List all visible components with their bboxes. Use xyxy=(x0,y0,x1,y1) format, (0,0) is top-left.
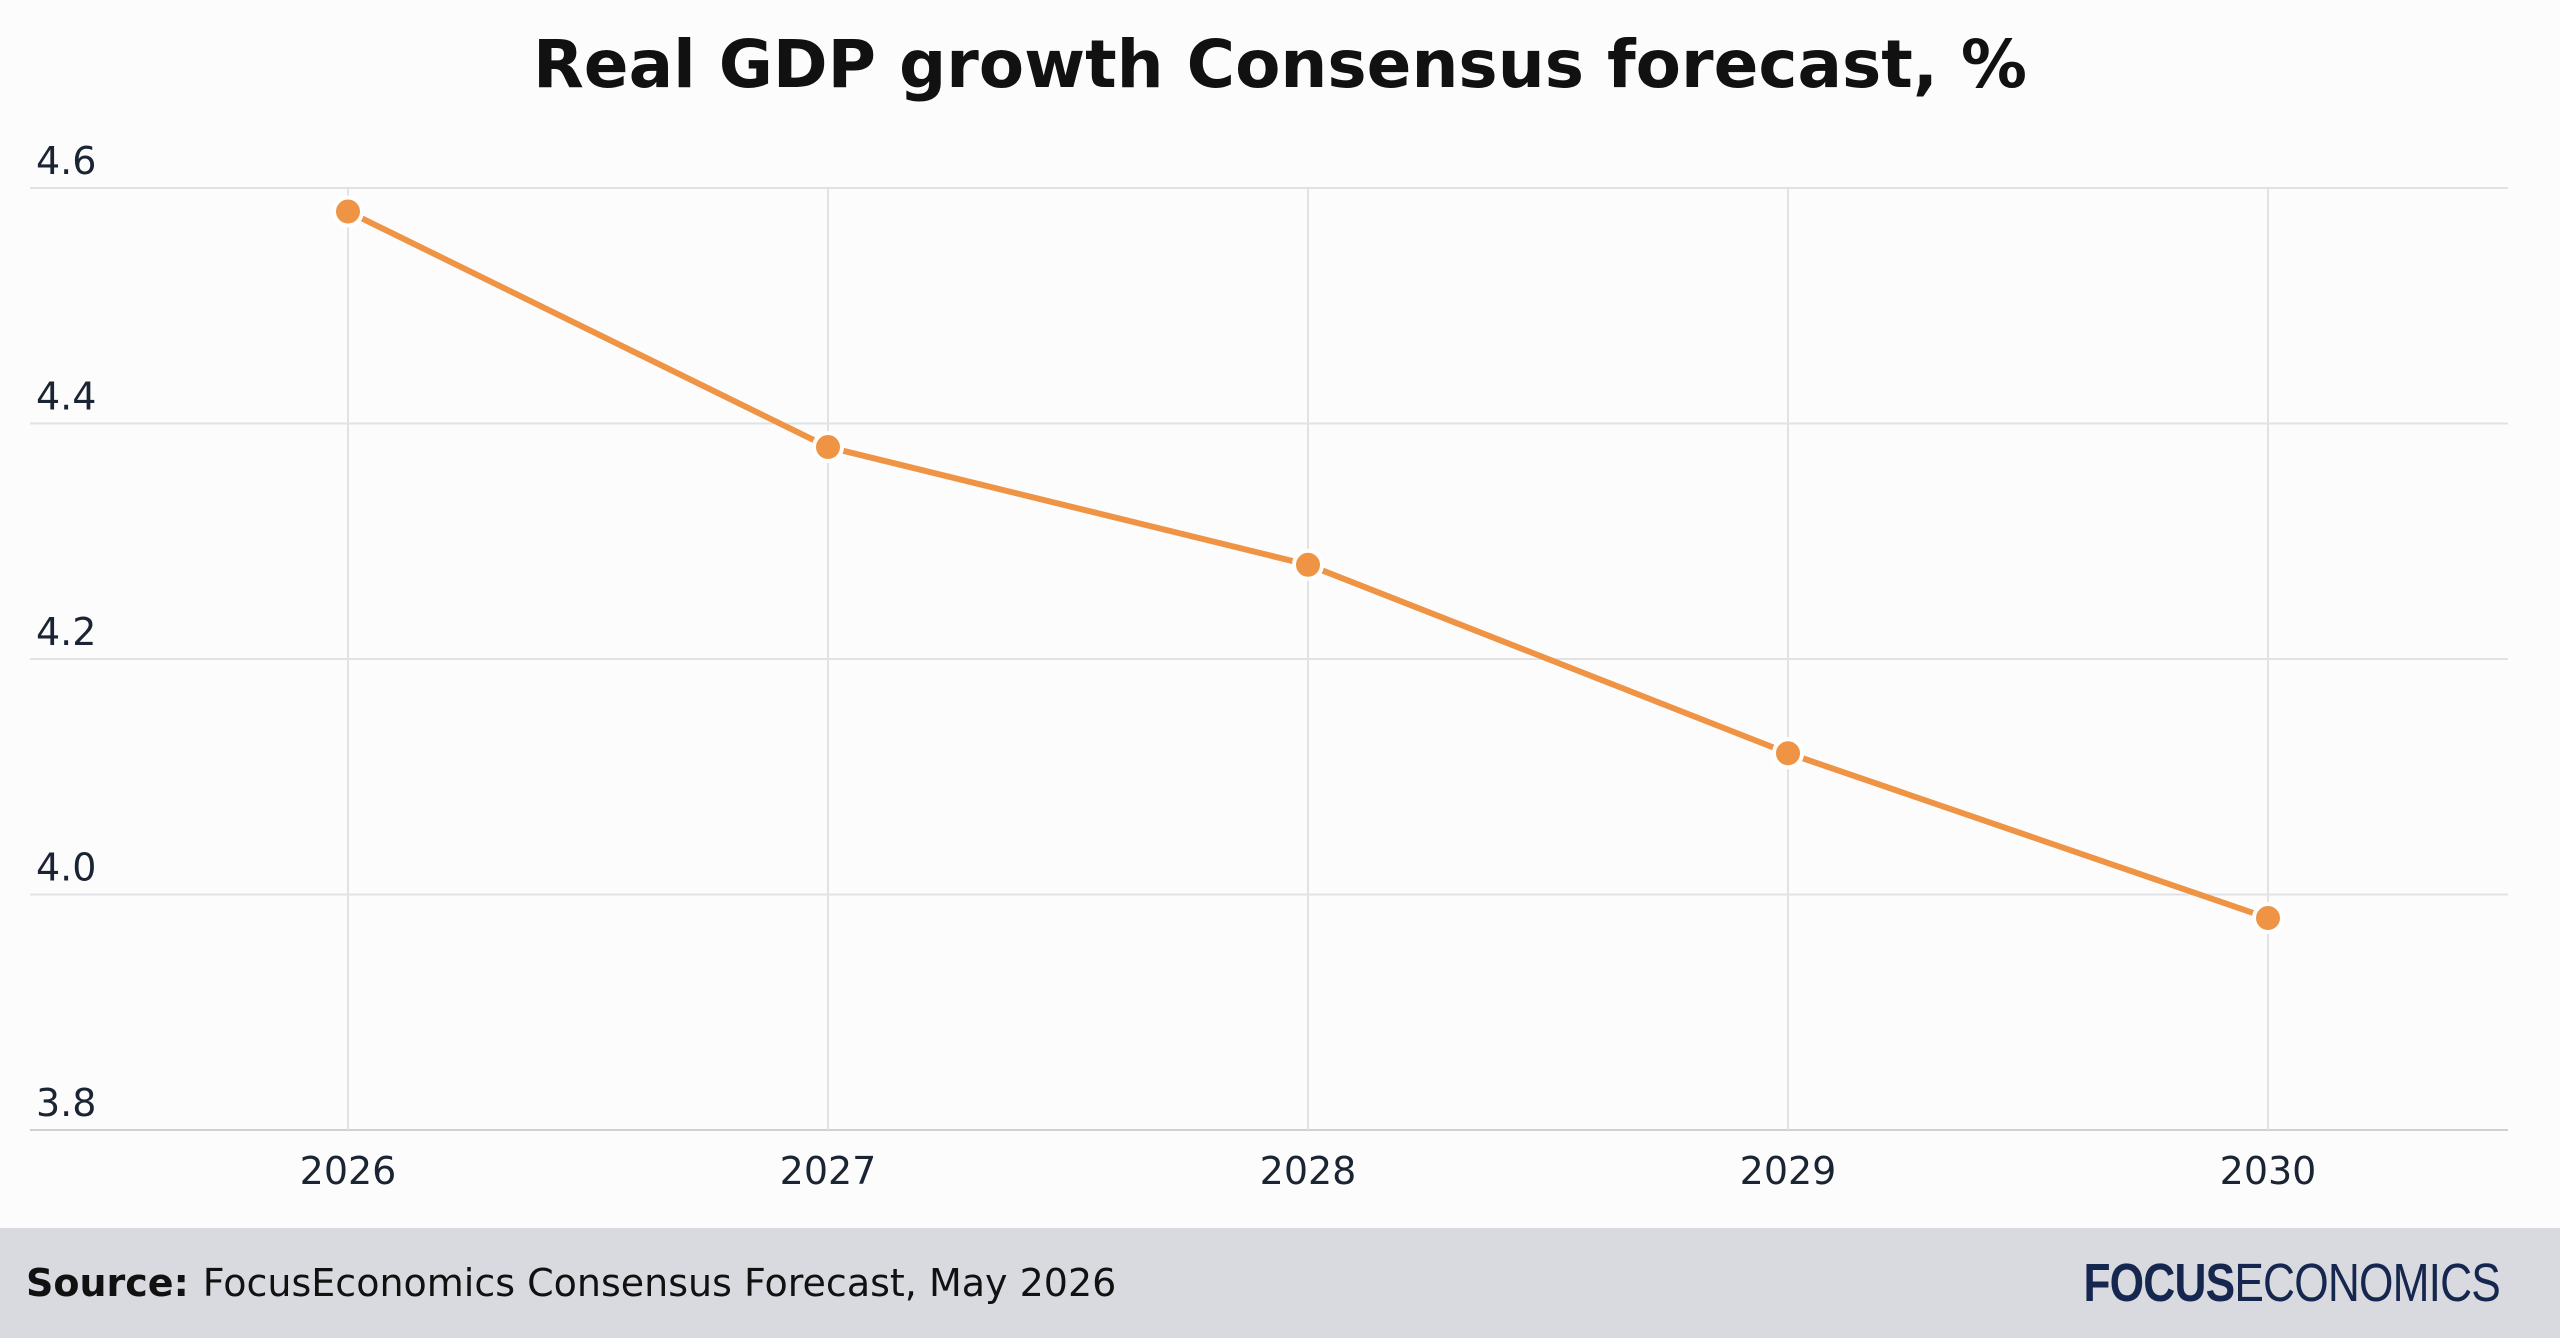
chart-area: Real GDP growth Consensus forecast, % 4.… xyxy=(30,26,2508,1193)
data-point xyxy=(812,431,844,464)
brand-logo-light: ECONOMICS xyxy=(2234,1253,2501,1313)
brand-logo-bold: FOCUS xyxy=(2083,1253,2235,1313)
x-tick-label: 2028 xyxy=(1260,1149,1357,1193)
source-note: Source: FocusEconomics Consensus Forecast… xyxy=(26,1228,1116,1338)
x-tick-label: 2030 xyxy=(2220,1149,2317,1193)
y-axis-ticks: 4.6 4.4 4.2 4.0 3.8 xyxy=(36,139,96,1125)
y-tick-label: 4.2 xyxy=(36,610,96,654)
brand-logo: FOCUSECONOMICS xyxy=(2083,1228,2500,1338)
chart-title: Real GDP growth Consensus forecast, % xyxy=(532,26,2028,103)
grid-lines xyxy=(30,187,2508,1131)
source-text: FocusEconomics Consensus Forecast, May 2… xyxy=(202,1261,1117,1305)
x-tick-label: 2027 xyxy=(780,1149,877,1193)
data-point xyxy=(2252,902,2284,935)
y-tick-label: 4.0 xyxy=(36,846,96,890)
x-tick-label: 2026 xyxy=(300,1149,397,1193)
x-tick-label: 2029 xyxy=(1740,1149,1837,1193)
data-points xyxy=(332,195,2284,935)
y-tick-label: 4.6 xyxy=(36,139,96,183)
data-point xyxy=(1772,737,1804,770)
y-tick-label: 4.4 xyxy=(36,375,96,419)
data-point xyxy=(1292,548,1324,581)
y-tick-label: 3.8 xyxy=(36,1081,96,1125)
data-point xyxy=(332,195,364,228)
x-axis-ticks: 2026 2027 2028 2029 2030 xyxy=(300,1149,2317,1193)
source-label: Source: xyxy=(26,1261,189,1305)
footer-bar: Source: FocusEconomics Consensus Forecast… xyxy=(0,1228,2560,1338)
line-chart: 4.6 4.4 4.2 4.0 3.8 2026 2027 2028 2029 2030 xyxy=(30,139,2508,1193)
